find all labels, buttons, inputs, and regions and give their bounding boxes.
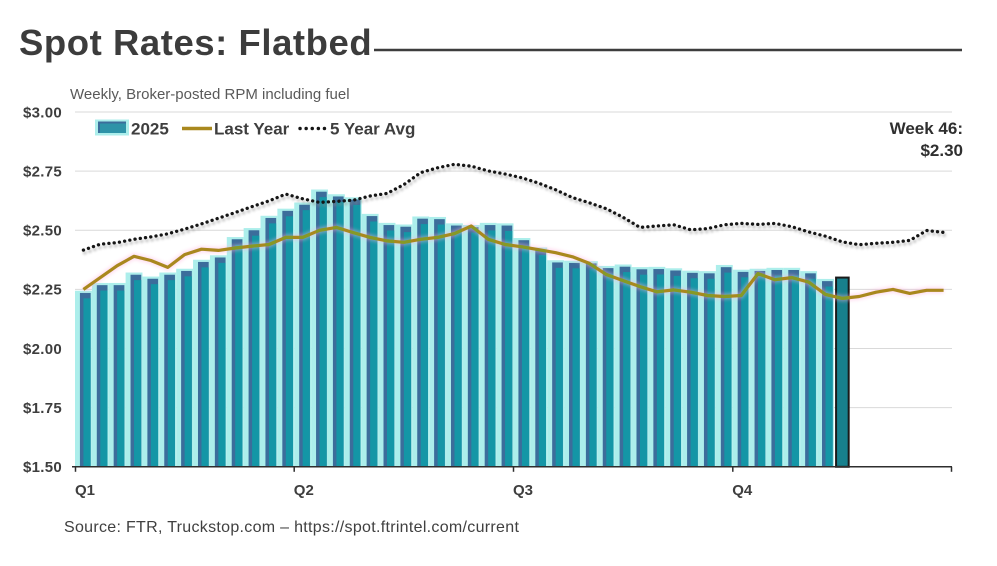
svg-text:Q2: Q2 — [294, 482, 314, 499]
svg-text:$2.30: $2.30 — [920, 141, 963, 160]
svg-text:Spot Rates: Flatbed: Spot Rates: Flatbed — [19, 22, 372, 63]
svg-text:Q4: Q4 — [732, 482, 753, 499]
svg-text:Week 46:: Week 46: — [890, 119, 963, 138]
svg-text:2025: 2025 — [131, 120, 169, 139]
svg-text:Last Year: Last Year — [214, 120, 290, 139]
svg-text:$2.75: $2.75 — [23, 163, 62, 180]
svg-text:$2.25: $2.25 — [23, 282, 62, 299]
svg-text:$3.00: $3.00 — [23, 104, 62, 121]
svg-text:$2.00: $2.00 — [23, 341, 62, 358]
svg-text:Q1: Q1 — [75, 482, 95, 499]
svg-text:$1.50: $1.50 — [23, 459, 62, 476]
svg-text:Source: FTR, Truckstop.com – h: Source: FTR, Truckstop.com – https://spo… — [64, 519, 519, 536]
svg-text:$2.50: $2.50 — [23, 223, 62, 240]
svg-text:5 Year Avg: 5 Year Avg — [330, 120, 415, 139]
svg-text:Weekly, Broker-posted RPM incl: Weekly, Broker-posted RPM including fuel — [70, 86, 350, 103]
svg-text:$1.75: $1.75 — [23, 400, 62, 417]
svg-text:Q3: Q3 — [513, 482, 533, 499]
